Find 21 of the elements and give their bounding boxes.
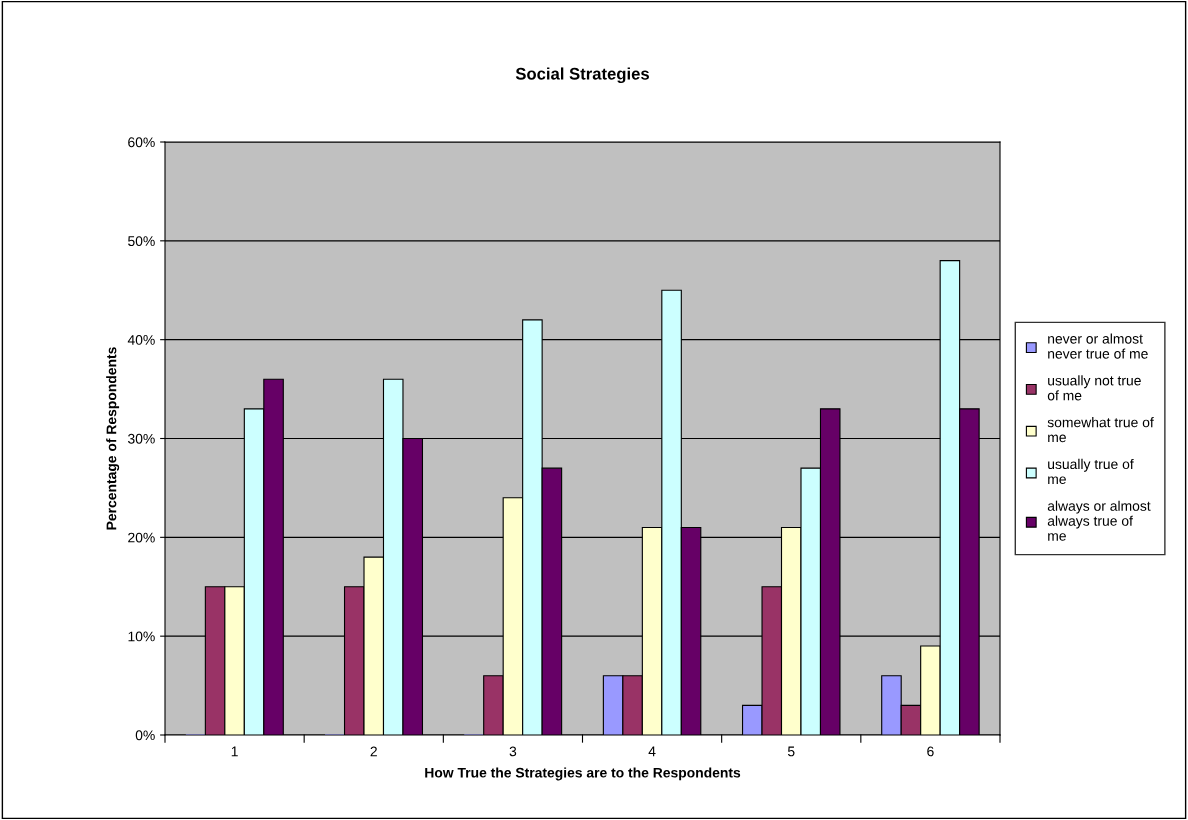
x-tick-label: 5 [787,746,795,757]
y-tick-label: 20% [128,532,155,543]
legend-label: always or almost always true of me [1047,500,1151,541]
legend-label: usually true of me [1048,458,1134,485]
y-tick-label: 50% [128,236,155,246]
y-tick-label: 0% [135,730,155,741]
legend-label: somewhat true of me [1047,417,1154,443]
x-tick-label: 1 [231,746,238,757]
y-tick-label: 30% [128,433,155,444]
chart-title: Social Strategies [515,67,649,84]
x-tick-label: 2 [370,746,377,757]
y-tick-label: 10% [128,631,155,642]
y-tick-label: 60% [128,137,155,148]
legend-label: usually not true of me [1047,375,1141,401]
x-tick-label: 6 [927,746,934,757]
legend-label: never or almost never true of me [1048,333,1148,359]
y-tick-label: 40% [127,335,155,345]
x-tick-label: 4 [648,746,656,757]
y-axis-title: Percentage of Respondents [106,347,120,530]
x-tick-label: 3 [509,746,517,757]
x-axis-title: How True the Strategies are to the Respondents [425,767,741,781]
